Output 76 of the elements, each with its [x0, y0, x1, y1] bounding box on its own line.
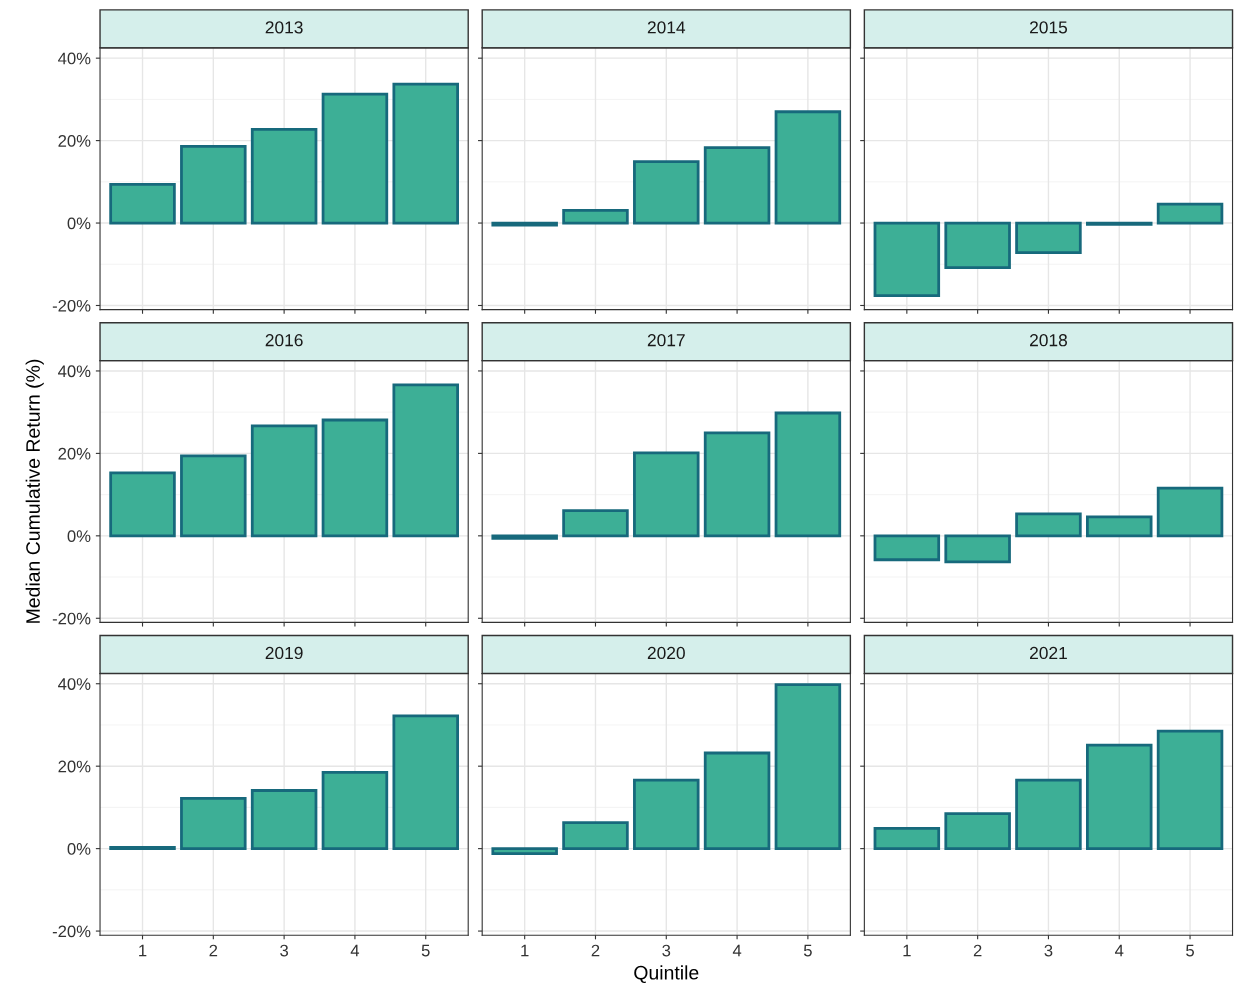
bar [109, 471, 176, 538]
bar [774, 411, 842, 538]
x-axis-title: Quintile [634, 965, 699, 984]
bar [1015, 778, 1082, 851]
y-tick-label: -20% [52, 925, 91, 938]
chart-title: 2019 [265, 646, 303, 660]
x-tick-label: 5 [1186, 944, 1194, 957]
y-tick-label: -20% [52, 299, 91, 312]
x-tick-label: 3 [1044, 944, 1053, 957]
y-tick-label: 40% [58, 678, 91, 690]
bar [109, 182, 176, 225]
bar [703, 431, 771, 538]
bar [562, 208, 629, 225]
bar [774, 683, 842, 851]
bar [491, 847, 558, 855]
x-tick-label: 1 [903, 944, 911, 957]
x-tick-label: 4 [732, 944, 742, 957]
bar [180, 144, 247, 225]
y-tick-label: 20% [58, 447, 91, 460]
bar [1156, 729, 1224, 851]
bar [1086, 515, 1153, 538]
y-tick-label: 20% [58, 760, 91, 773]
bar [321, 770, 389, 851]
bar [703, 146, 771, 225]
bar [321, 418, 389, 538]
y-tick-label: 0% [67, 843, 91, 855]
x-tick-label: 1 [521, 944, 529, 957]
bar [873, 827, 941, 851]
chart-title: 2015 [1030, 21, 1068, 34]
chart-title: 2014 [647, 21, 686, 34]
bar [562, 509, 629, 538]
y-tick-label: 0% [67, 530, 91, 543]
bar [562, 821, 629, 851]
bar [392, 383, 459, 538]
bar [703, 751, 771, 851]
y-tick-label: -20% [52, 612, 91, 625]
chart-title: 2016 [265, 334, 303, 347]
chart-title: 2020 [647, 646, 685, 660]
x-tick-label: 2 [591, 944, 600, 957]
bar [633, 160, 700, 225]
chart-title: 2018 [1030, 334, 1067, 347]
bar [1086, 743, 1153, 851]
y-tick-label: 0% [67, 217, 91, 230]
bar [633, 451, 700, 538]
bar [633, 778, 700, 851]
y-tick-label: 40% [58, 52, 91, 65]
chart-title: 2017 [647, 334, 685, 347]
y-tick-label: 20% [58, 135, 91, 147]
x-tick-label: 5 [803, 944, 812, 957]
bar [392, 714, 459, 851]
bar [321, 92, 389, 225]
chart-title: 2021 [1030, 646, 1067, 660]
bar [250, 789, 318, 851]
x-tick-label: 4 [1115, 944, 1124, 957]
x-tick-label: 5 [421, 944, 430, 957]
x-tick-label: 1 [139, 944, 147, 957]
bar [180, 454, 247, 538]
bar [250, 128, 318, 225]
bar [491, 534, 558, 540]
bar [180, 796, 247, 851]
bar [873, 534, 941, 562]
x-tick-label: 2 [209, 944, 218, 957]
bar [944, 812, 1011, 851]
bar [944, 534, 1011, 564]
bar [392, 82, 459, 225]
bar [1015, 512, 1082, 538]
bar [774, 110, 842, 225]
x-tick-label: 2 [973, 944, 982, 957]
y-axis-title: Median Cumulative Return (%) [25, 359, 44, 623]
x-tick-label: 3 [662, 944, 671, 957]
x-tick-label: 4 [350, 944, 360, 957]
y-tick-label: 40% [58, 365, 91, 378]
bar [250, 424, 318, 538]
bar [1156, 486, 1224, 538]
x-tick-label: 3 [280, 944, 289, 957]
chart-title: 2013 [265, 21, 303, 34]
